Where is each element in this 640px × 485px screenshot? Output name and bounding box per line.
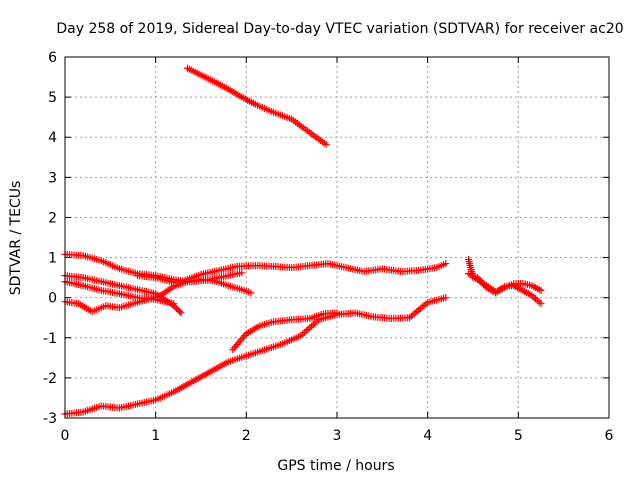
data-point	[170, 300, 178, 308]
y-tick-label: -1	[43, 331, 57, 347]
data-point	[304, 325, 312, 333]
x-tick-label: 6	[605, 428, 614, 444]
y-tick-label: 0	[48, 291, 57, 307]
data-point	[308, 322, 316, 330]
data-point	[533, 296, 541, 304]
x-tick-label: 2	[242, 428, 251, 444]
data-point	[442, 260, 450, 268]
x-tick-label: 4	[423, 428, 432, 444]
series-arc-low	[61, 294, 450, 418]
y-tick-label: -3	[43, 411, 57, 427]
plot-frame	[64, 56, 610, 419]
data-point	[300, 329, 308, 337]
y-tick-label: 6	[48, 50, 57, 66]
data-point	[238, 269, 246, 277]
data-point	[247, 289, 255, 297]
x-tick-label: 5	[514, 428, 523, 444]
data-point	[480, 280, 488, 288]
x-tick-label: 1	[151, 428, 160, 444]
data-point	[475, 275, 483, 283]
y-tick-label: 3	[48, 170, 57, 186]
series-arc-mid-d	[134, 269, 246, 286]
data-point	[176, 307, 184, 315]
series-arc-mid-long	[61, 250, 450, 285]
x-tick-label: 3	[333, 428, 342, 444]
grid-lines	[65, 57, 609, 418]
y-tick-label: 5	[48, 90, 57, 106]
data-point	[322, 140, 330, 148]
data-point	[311, 319, 319, 327]
x-axis-label: GPS time / hours	[277, 458, 394, 474]
data-point	[535, 298, 543, 306]
tick-labels: 0 1 2 3 4 5 6 -3 -2 -1 0 1 2 3 4 5 6	[43, 50, 614, 444]
data-point	[306, 324, 314, 332]
x-tick-label: 0	[61, 428, 70, 444]
data-point	[302, 327, 310, 335]
data-point	[537, 300, 545, 308]
data-point	[537, 286, 545, 294]
y-tick-label: -2	[43, 371, 57, 387]
data-point	[177, 309, 185, 317]
y-tick-label: 1	[48, 251, 57, 267]
series-arc-low-branch	[229, 309, 341, 354]
series-arc-late-b	[464, 270, 545, 308]
data-point	[477, 277, 485, 285]
data-point	[442, 294, 450, 302]
y-tick-label: 4	[48, 130, 57, 146]
series-arc-mid-a	[61, 272, 185, 317]
data-point	[309, 321, 317, 329]
chart-title: Day 258 of 2019, Sidereal Day-to-day VTE…	[56, 21, 623, 37]
data-point	[478, 279, 486, 287]
data-point	[333, 309, 341, 317]
data-point	[532, 295, 540, 303]
series-arc-high	[183, 64, 330, 148]
data-series	[61, 64, 545, 418]
data-point	[474, 274, 482, 282]
y-tick-label: 2	[48, 210, 57, 226]
y-axis-label: SDTVAR / TECUs	[8, 181, 24, 296]
